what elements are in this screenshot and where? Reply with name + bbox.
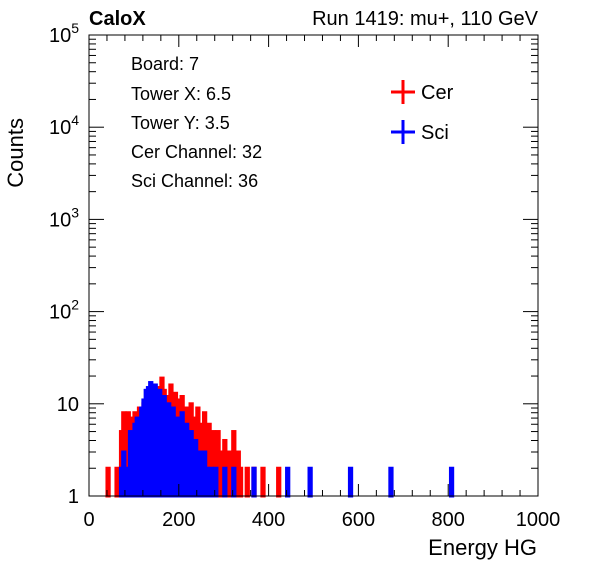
histogram-bin xyxy=(222,466,228,498)
histogram-bin xyxy=(244,466,250,498)
histogram-bin xyxy=(197,450,203,498)
y-axis-title: Counts xyxy=(3,118,28,188)
y-tick-label: 104 xyxy=(49,112,79,139)
x-tick-label: 1000 xyxy=(516,509,561,531)
info-tower-x: Tower X: 6.5 xyxy=(131,84,231,104)
legend-label: Cer xyxy=(421,82,454,104)
histogram-bin xyxy=(276,466,282,498)
info-sci-channel: Sci Channel: 36 xyxy=(131,171,258,191)
histogram-bin xyxy=(121,450,127,498)
y-tick-exponent: 4 xyxy=(71,112,79,128)
x-tick-label: 200 xyxy=(162,509,195,531)
histogram-bin xyxy=(114,466,120,498)
series-sci xyxy=(118,381,455,498)
legend: Cer Sci xyxy=(391,80,454,144)
y-tick-label: 102 xyxy=(49,297,79,324)
x-tick-label: 400 xyxy=(252,509,285,531)
histogram-bin xyxy=(260,466,266,498)
y-tick-exponent: 5 xyxy=(71,20,79,36)
info-box: Board: 7 Tower X: 6.5 Tower Y: 3.5 Cer C… xyxy=(131,54,262,191)
header-right-title: Run 1419: mu+, 110 GeV xyxy=(312,8,539,30)
histogram-bin xyxy=(388,466,394,498)
header-left-title: CaloX xyxy=(89,8,146,30)
histogram-bin xyxy=(307,466,313,498)
histogram-bin xyxy=(208,466,214,498)
x-axis-title: Energy HG xyxy=(428,535,537,560)
y-tick-label: 10 xyxy=(57,394,79,416)
axis-ticks: 0 200 400 600 800 1000 1 10 102 103 104 105 xyxy=(49,20,560,531)
histogram-bin xyxy=(448,466,455,498)
y-tick-label: 103 xyxy=(49,204,79,231)
x-tick-label: 800 xyxy=(432,509,465,531)
y-tick-label: 105 xyxy=(49,20,79,47)
y-tick-exponent: 3 xyxy=(71,204,79,220)
y-tick-exponent: 2 xyxy=(71,297,79,313)
series-layer xyxy=(89,376,538,498)
x-tick-label: 600 xyxy=(342,509,375,531)
x-tick-label: 0 xyxy=(83,509,94,531)
histogram-bin xyxy=(237,466,244,498)
y-tick-label: 1 xyxy=(68,486,79,508)
histogram-bin xyxy=(251,466,257,498)
info-cer-channel: Cer Channel: 32 xyxy=(131,142,262,162)
info-board: Board: 7 xyxy=(131,54,199,74)
legend-label: Sci xyxy=(421,122,449,144)
info-tower-y: Tower Y: 3.5 xyxy=(131,113,230,133)
histogram-bin xyxy=(204,466,210,498)
histogram-bin xyxy=(347,466,354,498)
